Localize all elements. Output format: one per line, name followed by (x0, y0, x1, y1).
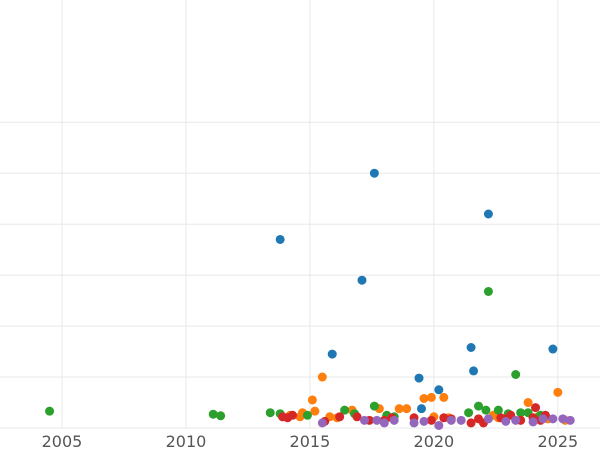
data-point (516, 408, 526, 418)
data-point (439, 413, 449, 423)
data-point (426, 415, 436, 425)
data-point (511, 415, 521, 425)
data-point (548, 414, 558, 424)
data-point (352, 412, 362, 422)
data-point (523, 398, 533, 408)
data-point (317, 418, 327, 428)
data-point (416, 404, 426, 414)
data-point (553, 387, 563, 397)
data-point (565, 415, 575, 425)
x-tick-label: 2025 (537, 432, 578, 450)
x-tick-label: 2005 (42, 432, 83, 450)
data-point (317, 372, 327, 382)
data-point (340, 405, 350, 415)
data-point (288, 410, 298, 420)
data-point (414, 373, 424, 383)
data-point (307, 395, 317, 405)
data-point (446, 415, 456, 425)
data-point (369, 168, 379, 178)
data-point (426, 392, 436, 402)
x-tick-label: 2015 (290, 432, 331, 450)
data-point (434, 420, 444, 430)
data-point (275, 234, 285, 244)
data-point (302, 410, 312, 420)
data-point (389, 415, 399, 425)
data-point (483, 286, 493, 296)
data-point (528, 417, 538, 427)
data-point (369, 401, 379, 411)
data-point (493, 405, 503, 415)
data-point (558, 414, 568, 424)
data-point (469, 366, 479, 376)
data-point (419, 393, 429, 403)
data-points (45, 168, 575, 430)
x-tick-label: 2010 (166, 432, 207, 450)
data-point (466, 342, 476, 352)
data-point (538, 414, 548, 424)
data-point (439, 392, 449, 402)
data-point (372, 415, 382, 425)
data-point (501, 416, 511, 426)
data-point (434, 385, 444, 395)
data-point (483, 209, 493, 219)
data-point (481, 405, 491, 415)
x-axis-tick-labels: 2005 2010 2015 2020 2025 (42, 432, 579, 450)
data-point (310, 406, 320, 416)
data-point (216, 411, 226, 421)
data-point (357, 275, 367, 285)
data-point (419, 416, 429, 426)
x-tick-label: 2020 (414, 432, 455, 450)
data-point (208, 409, 218, 419)
data-point (511, 370, 521, 379)
data-point (327, 349, 337, 359)
data-point (379, 418, 389, 428)
data-point (483, 414, 493, 424)
data-point (548, 344, 558, 354)
data-point (359, 415, 369, 425)
data-point (531, 403, 541, 413)
data-point (409, 418, 419, 428)
data-point (474, 401, 484, 411)
data-point (335, 412, 345, 422)
data-point (265, 408, 275, 418)
data-point (466, 418, 476, 428)
data-point (456, 415, 466, 425)
data-point (45, 406, 55, 416)
data-point (464, 408, 474, 418)
data-point (394, 404, 404, 414)
gridlines (0, 0, 600, 429)
data-point (402, 404, 412, 414)
